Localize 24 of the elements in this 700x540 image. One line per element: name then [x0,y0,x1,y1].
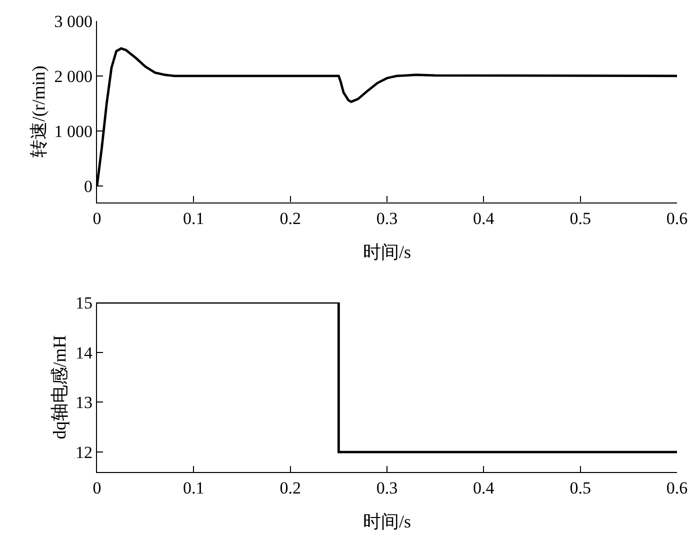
x-tick-label: 0.4 [473,208,495,228]
y-tick-label: 12 [76,443,92,462]
y-tick-label: 3 000 [54,12,92,31]
x-tick-label: 0.5 [570,208,591,228]
x-tick-label: 0.2 [280,208,301,228]
x-tick-label: 0.6 [666,208,688,228]
y-axis-title: 转速/(r/min) [28,66,48,158]
x-tick-label: 0.4 [473,478,495,498]
y-tick-label: 0 [84,176,92,196]
y-axis-title: dq轴电感/mH [50,335,70,440]
x-axis-title: 时间/s [362,242,412,262]
x-tick-label: 0.6 [666,478,688,498]
y-tick-label: 15 [76,293,92,312]
x-tick-label: 0.3 [376,478,398,498]
y-tick-label: 14 [76,343,93,362]
y-tick-label: 2 000 [54,66,92,86]
x-tick-label: 0.1 [183,208,204,228]
x-axis-title: 时间/s [362,512,412,532]
x-tick-label: 0.2 [280,478,301,498]
x-tick-label: 0.5 [570,478,591,498]
y-tick-label: 1 000 [54,122,92,141]
x-tick-label: 0.1 [183,478,204,498]
x-tick-label: 0.3 [376,208,398,228]
y-tick-label: 13 [76,393,92,412]
